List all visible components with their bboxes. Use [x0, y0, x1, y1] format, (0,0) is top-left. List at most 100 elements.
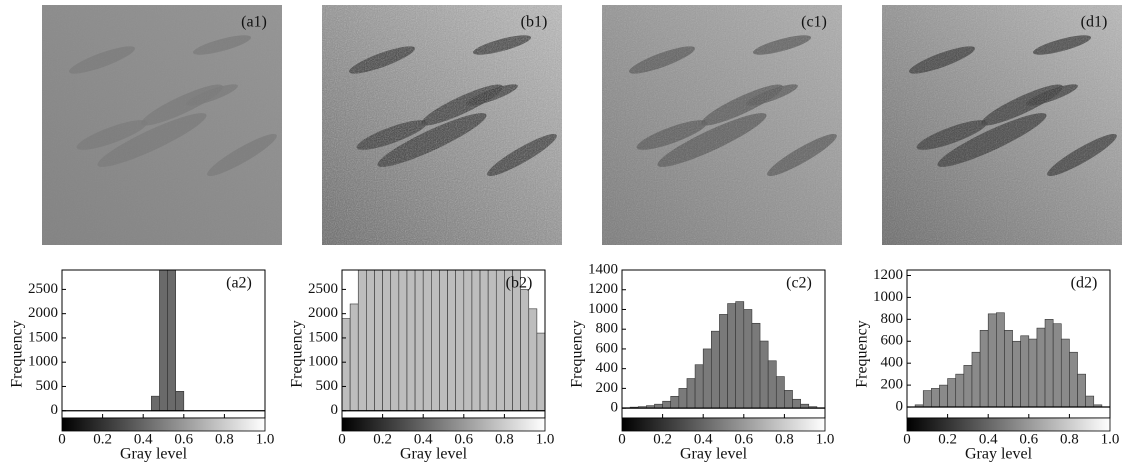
- x-axis-label: Gray level: [965, 446, 1033, 463]
- plot-area: [907, 312, 1110, 408]
- colorbar: [906, 417, 1111, 432]
- y-tick-label: 400: [596, 360, 619, 376]
- histogram-bar: [471, 270, 481, 412]
- x-tick-label: 0.6: [174, 431, 193, 447]
- histogram-bar: [1044, 319, 1054, 408]
- histogram-bar: [536, 332, 545, 412]
- histogram-bar: [939, 384, 948, 408]
- image: (c1): [602, 5, 842, 245]
- y-tick-label: 600: [881, 333, 904, 349]
- image-label: (d1): [1081, 14, 1108, 31]
- y-axis-label: Frequency: [569, 320, 586, 388]
- histogram-bar: [342, 318, 351, 412]
- histogram-bar: [495, 270, 505, 412]
- x-tick-label: 0.2: [373, 431, 392, 447]
- histogram-bar: [784, 390, 793, 409]
- y-axis-label: Frequency: [289, 320, 306, 388]
- histogram-bar: [431, 270, 440, 412]
- histogram-bar: [1077, 373, 1086, 408]
- colorbar: [61, 417, 266, 432]
- y-tick-label: 2000: [28, 305, 58, 321]
- histogram-bar: [520, 289, 530, 412]
- histogram-bar: [422, 270, 432, 412]
- histogram-bar: [751, 322, 761, 409]
- x-tick-label: 0.2: [938, 431, 957, 447]
- histogram-bar: [694, 364, 704, 409]
- x-tick-label: 0.8: [495, 431, 514, 447]
- histogram-bar: [711, 330, 720, 409]
- x-tick-label: 0: [618, 431, 626, 447]
- y-tick-label: 1000: [588, 301, 618, 317]
- image-noise: [322, 5, 562, 245]
- histogram-bar: [686, 378, 696, 409]
- image-content: [602, 5, 842, 245]
- y-tick-label: 2500: [308, 281, 338, 297]
- image-noise: [602, 5, 842, 245]
- x-tick-label: 0.6: [454, 431, 473, 447]
- y-tick-label: 1000: [28, 354, 58, 370]
- panel-label: (d2): [1071, 275, 1098, 292]
- histogram-bar: [719, 314, 728, 409]
- histogram-bar: [1069, 351, 1078, 408]
- histogram-bar: [439, 270, 448, 412]
- histogram-bar: [1060, 338, 1070, 408]
- plot-area: [622, 301, 825, 409]
- histogram-bar: [971, 351, 981, 408]
- x-tick-label: 0.6: [1019, 431, 1038, 447]
- x-tick-label: 0.4: [694, 431, 713, 447]
- y-tick-label: 200: [881, 377, 904, 393]
- histogram-bar: [1052, 323, 1062, 408]
- histogram-bar: [1036, 327, 1046, 408]
- y-tick-label: 0: [611, 400, 619, 416]
- y-tick-label: 0: [896, 398, 904, 414]
- x-tick-label: 0.2: [93, 431, 112, 447]
- y-tick-label: 800: [596, 321, 619, 337]
- histogram-bar: [390, 270, 400, 412]
- histogram-bar: [775, 376, 785, 409]
- histogram-bar: [167, 270, 176, 412]
- histogram-bar: [349, 303, 359, 412]
- panel-label: (b2): [506, 275, 533, 292]
- histogram-bar: [922, 390, 932, 408]
- image-noise: [42, 5, 282, 245]
- histogram-bar: [1020, 335, 1030, 408]
- x-tick-label: 0.8: [215, 431, 234, 447]
- y-tick-label: 2500: [28, 281, 58, 297]
- histogram-bar: [670, 395, 680, 409]
- panel-label: (c2): [786, 275, 812, 292]
- x-axis-label: Gray level: [400, 446, 468, 463]
- x-tick-label: 0.8: [775, 431, 794, 447]
- y-axis-label: Frequency: [9, 320, 26, 388]
- histogram-bar: [398, 270, 408, 412]
- x-tick-label: 0.4: [414, 431, 433, 447]
- histogram-bar: [159, 270, 168, 412]
- histogram-bar: [955, 373, 965, 408]
- histogram-bar: [767, 360, 777, 409]
- y-tick-label: 800: [881, 311, 904, 327]
- histogram-bar: [743, 309, 753, 409]
- x-tick-label: 0.4: [134, 431, 153, 447]
- image-label: (a1): [241, 14, 267, 31]
- x-tick-label: 1.0: [536, 431, 555, 447]
- histogram-bar: [963, 365, 973, 408]
- x-tick-label: 0: [338, 431, 346, 447]
- histogram-bar: [414, 270, 424, 412]
- x-axis-label: Gray level: [120, 446, 188, 463]
- y-tick-label: 0: [51, 402, 59, 418]
- y-tick-label: 400: [881, 355, 904, 371]
- histogram-bar: [727, 303, 736, 409]
- histogram-bar: [487, 270, 497, 412]
- histogram-bar: [357, 270, 367, 412]
- histogram-bar: [374, 270, 383, 412]
- x-tick-label: 1.0: [1101, 431, 1120, 447]
- y-tick-label: 500: [316, 378, 339, 394]
- image-content: [42, 5, 282, 245]
- y-tick-label: 1500: [308, 329, 338, 345]
- histogram-bar: [1085, 395, 1095, 408]
- histogram-bar: [366, 270, 375, 412]
- histogram-bar: [979, 329, 989, 408]
- histogram-bar: [702, 348, 712, 409]
- plot-area: [342, 270, 545, 412]
- x-tick-label: 0.4: [979, 431, 998, 447]
